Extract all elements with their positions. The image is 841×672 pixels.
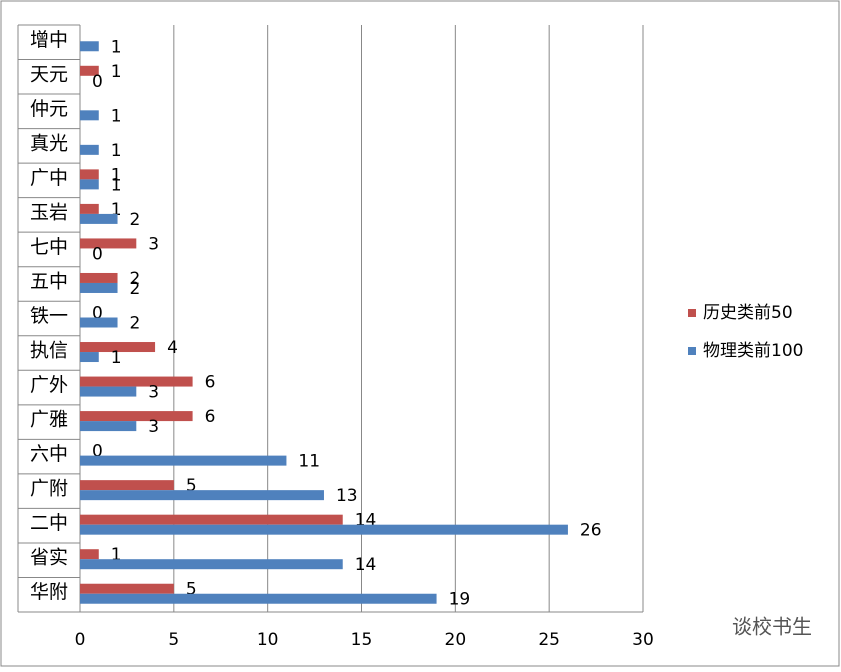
- y-tick-label: 广雅: [30, 409, 68, 431]
- bar: [80, 559, 343, 570]
- y-tick-label: 真光: [30, 132, 68, 154]
- y-tick-label: 六中: [30, 443, 68, 465]
- bar: [80, 238, 137, 249]
- bar: [80, 169, 99, 180]
- bar: [80, 583, 174, 594]
- x-tick-label: 20: [445, 630, 467, 650]
- data-label: 1: [111, 348, 122, 368]
- data-label: 3: [148, 383, 159, 403]
- data-label: 4: [167, 338, 178, 358]
- data-label: 1: [111, 175, 122, 195]
- data-label: 1: [111, 62, 122, 82]
- bar: [80, 352, 99, 363]
- x-tick-label: 15: [351, 630, 373, 650]
- bar: [80, 203, 99, 214]
- data-label: 0: [92, 442, 103, 462]
- y-tick-label: 执信: [30, 340, 68, 362]
- data-label: 1: [111, 165, 122, 185]
- y-tick-label: 五中: [30, 270, 68, 292]
- y-tick-label: 仲元: [30, 98, 68, 120]
- bar: [80, 144, 99, 155]
- bar: [80, 593, 437, 604]
- y-tick-label: 广外: [30, 374, 68, 396]
- bar: [80, 272, 118, 283]
- bar: [80, 490, 324, 501]
- y-tick-label: 天元: [30, 63, 68, 85]
- bar: [80, 549, 99, 560]
- data-label: 3: [148, 234, 159, 254]
- y-tick-label: 二中: [30, 512, 68, 534]
- bar: [80, 480, 174, 491]
- data-label: 5: [186, 476, 197, 496]
- data-label: 3: [148, 417, 159, 437]
- data-label: 0: [92, 72, 103, 92]
- data-label: 1: [111, 545, 122, 565]
- y-tick-label: 华附: [30, 581, 68, 603]
- bar: [80, 179, 99, 190]
- x-tick-label: 0: [75, 630, 86, 650]
- x-tick-label: 5: [168, 630, 179, 650]
- data-label: 13: [336, 486, 358, 506]
- data-label: 11: [298, 452, 320, 472]
- data-label: 2: [130, 210, 141, 230]
- bar: [80, 41, 99, 52]
- data-label: 1: [111, 37, 122, 57]
- bar: [80, 421, 137, 432]
- data-label: 2: [130, 279, 141, 299]
- legend-swatch: [688, 347, 696, 355]
- data-label: 0: [92, 304, 103, 324]
- bar: [80, 376, 193, 387]
- y-tick-label: 广中: [30, 167, 68, 189]
- data-label: 6: [205, 373, 216, 393]
- data-label: 2: [130, 269, 141, 289]
- data-label: 1: [111, 141, 122, 161]
- legend-label: 历史类前50: [703, 303, 793, 323]
- bar: [80, 342, 156, 353]
- bar: [80, 386, 137, 397]
- watermark: 谈校书生: [732, 615, 812, 639]
- bar: [80, 282, 118, 293]
- bar: [80, 65, 99, 76]
- data-label: 26: [580, 521, 602, 541]
- data-label: 6: [205, 407, 216, 427]
- data-label: 0: [92, 244, 103, 264]
- bar: [80, 524, 568, 535]
- data-label: 2: [130, 314, 141, 334]
- bar: [80, 514, 343, 525]
- data-label: 14: [355, 555, 377, 575]
- y-tick-label: 增中: [30, 29, 68, 51]
- bar: [80, 411, 193, 422]
- x-tick-label: 30: [632, 630, 654, 650]
- y-tick-label: 铁一: [30, 305, 68, 327]
- y-tick-label: 七中: [30, 236, 68, 258]
- x-tick-label: 25: [538, 630, 560, 650]
- data-label: 19: [449, 590, 471, 610]
- bar: [80, 317, 118, 328]
- y-tick-label: 广附: [30, 478, 68, 500]
- legend-swatch: [688, 309, 696, 317]
- legend-label: 物理类前100: [703, 341, 803, 361]
- bar: [80, 110, 99, 121]
- x-tick-label: 10: [257, 630, 279, 650]
- bar: [80, 213, 118, 224]
- data-label: 1: [111, 106, 122, 126]
- bar: [80, 455, 287, 466]
- data-label: 5: [186, 580, 197, 600]
- data-label: 1: [111, 200, 122, 220]
- y-tick-label: 省实: [30, 547, 68, 569]
- y-tick-label: 玉岩: [30, 201, 68, 223]
